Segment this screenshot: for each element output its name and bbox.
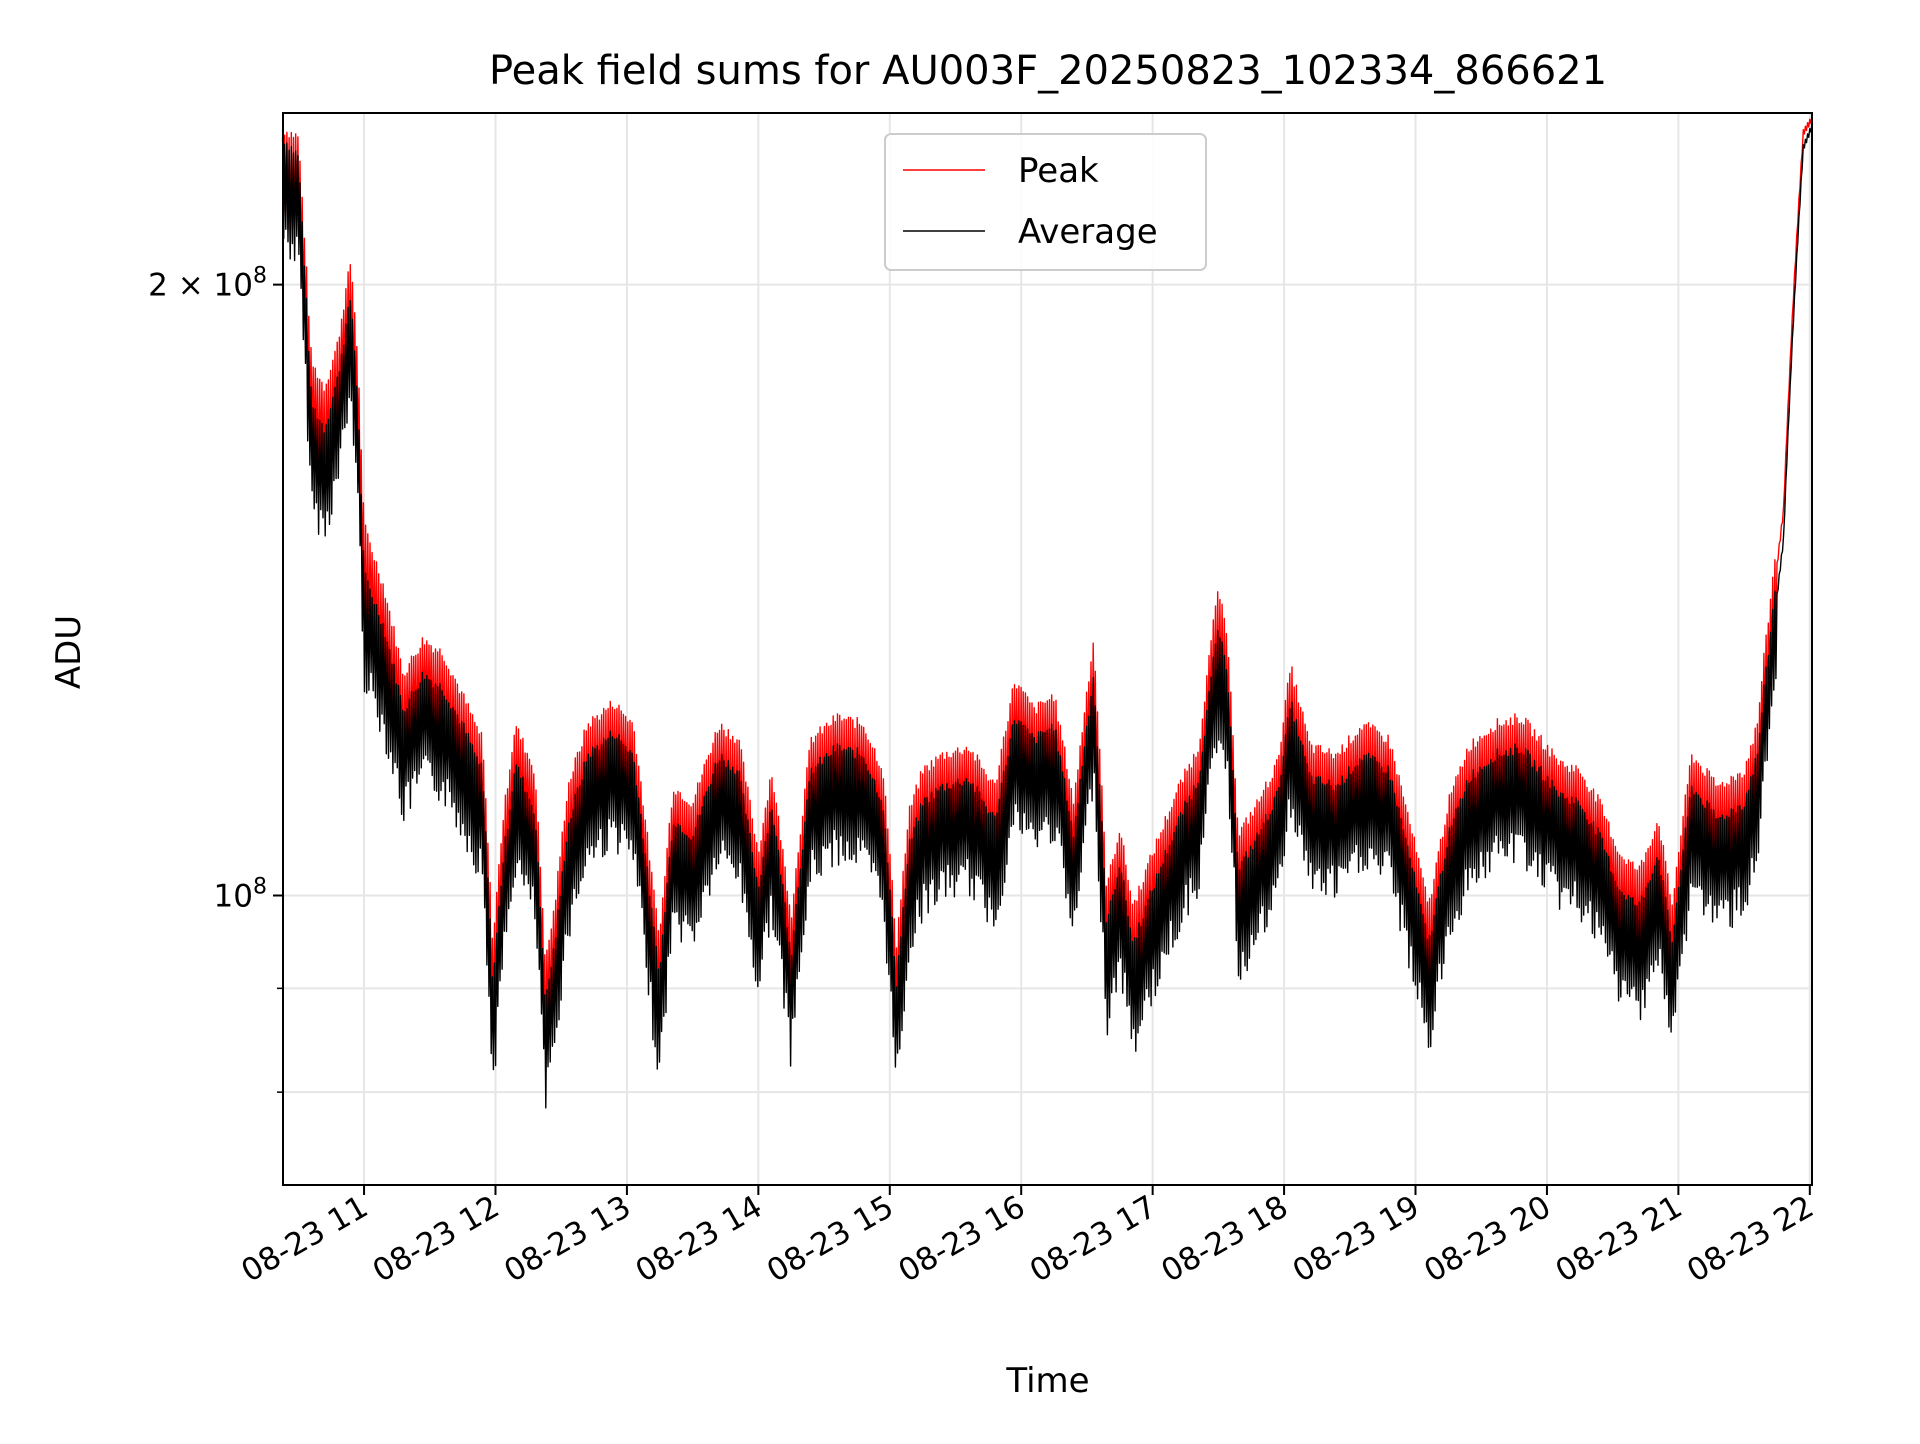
x-axis-label: Time bbox=[1005, 1361, 1089, 1401]
legend-label-average: Average bbox=[1018, 212, 1158, 252]
y-tick-label: 2 × 108 bbox=[148, 264, 267, 304]
chart-title: Peak field sums for AU003F_20250823_1023… bbox=[489, 48, 1607, 94]
plot-series bbox=[281, 115, 1813, 1109]
y-tick-exponent: 8 bbox=[253, 264, 267, 289]
plot-frame bbox=[282, 112, 1813, 1186]
grid bbox=[283, 113, 1812, 1185]
y-tick-base: 10 bbox=[214, 268, 253, 304]
y-axis-label: ADU bbox=[49, 615, 89, 689]
series-line-average bbox=[281, 123, 1813, 1109]
legend: Peak Average bbox=[884, 133, 1207, 271]
y-tick-base: 10 bbox=[214, 878, 253, 914]
y-tick-mantissa: 2 × bbox=[148, 268, 213, 304]
y-tick-exponent: 8 bbox=[253, 874, 267, 899]
legend-box bbox=[884, 133, 1207, 271]
y-tick-label: 108 bbox=[214, 874, 267, 914]
legend-label-peak: Peak bbox=[1018, 151, 1099, 191]
